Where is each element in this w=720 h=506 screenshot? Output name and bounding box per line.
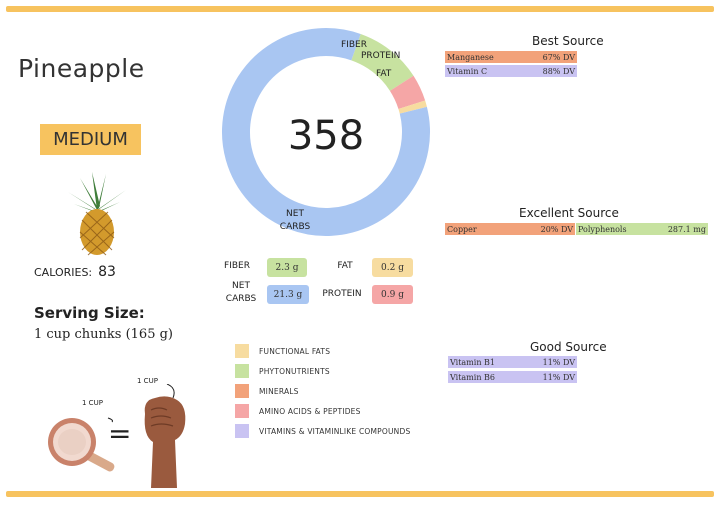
fiber-value: 2.3 g xyxy=(267,258,307,277)
food-title: Pineapple xyxy=(18,54,145,83)
legend-swatch xyxy=(235,424,249,438)
legend-item: AMINO ACIDS & PEPTIDES xyxy=(235,404,455,418)
excellent-source-row: Polyphenols 287.1 mg xyxy=(576,223,708,235)
donut-label-protein: PROTEIN xyxy=(361,51,400,61)
nutrient-value: 11% DV xyxy=(542,372,575,382)
size-badge: MEDIUM xyxy=(40,124,141,155)
legend-item: MINERALS xyxy=(235,384,455,398)
donut-label-net-2: CARBS xyxy=(280,222,311,232)
nutrient-value: 88% DV xyxy=(542,66,575,76)
donut-label-net-1: NET xyxy=(286,209,304,219)
top-accent-bar xyxy=(6,6,714,12)
donut-center-value: 358 xyxy=(288,113,364,159)
legend-label: PHYTONUTRIENTS xyxy=(259,366,330,376)
fat-value: 0.2 g xyxy=(372,258,413,277)
excellent-source-title: Excellent Source xyxy=(519,206,619,220)
donut-label-fat: FAT xyxy=(376,69,392,79)
net-carbs-label-1: NET xyxy=(232,281,250,291)
donut-label-fiber: FIBER xyxy=(341,40,367,50)
donut-segment-protein xyxy=(389,75,426,110)
protein-value: 0.9 g xyxy=(372,285,413,304)
calories-label: CALORIES: xyxy=(34,266,93,279)
legend-label: VITAMINS & VITAMINLIKE COMPOUNDS xyxy=(259,426,411,436)
calories-line: CALORIES: 83 xyxy=(34,264,116,280)
legend-swatch xyxy=(235,384,249,398)
best-source-row: Vitamin C 88% DV xyxy=(445,65,577,77)
fat-label: FAT xyxy=(337,261,353,271)
cup-label: 1 CUP xyxy=(82,399,103,407)
donut-segment-fiber xyxy=(350,33,414,92)
net-carbs-value: 21.3 g xyxy=(267,285,309,304)
bottom-accent-bar xyxy=(6,491,714,497)
calories-value: 83 xyxy=(98,264,116,280)
legend-label: MINERALS xyxy=(259,386,299,396)
nutrient-name: Copper xyxy=(447,224,477,234)
nutrient-value: 20% DV xyxy=(540,224,573,234)
fist-icon xyxy=(144,384,186,488)
best-source-row: Manganese 67% DV xyxy=(445,51,577,63)
fist-label: 1 CUP xyxy=(137,377,158,385)
legend-label: AMINO ACIDS & PEPTIDES xyxy=(259,406,361,416)
measuring-cup-icon xyxy=(48,417,115,472)
fiber-label: FIBER xyxy=(224,261,250,271)
legend-swatch xyxy=(235,404,249,418)
net-carbs-label: NET CARBS xyxy=(214,280,268,306)
macro-donut-chart: 358 FIBER PROTEIN FAT NET CARBS xyxy=(222,28,430,236)
legend-swatch xyxy=(235,344,249,358)
equals-sign: = xyxy=(108,417,132,450)
pineapple-image xyxy=(68,172,126,256)
good-source-row: Vitamin B6 11% DV xyxy=(448,371,577,383)
good-source-title: Good Source xyxy=(530,340,607,354)
nutrient-name: Vitamin B1 xyxy=(450,357,495,367)
legend-item: PHYTONUTRIENTS xyxy=(235,364,455,378)
donut-segment-net-carbs xyxy=(222,28,430,236)
nutrient-name: Manganese xyxy=(447,52,494,62)
legend-item: VITAMINS & VITAMINLIKE COMPOUNDS xyxy=(235,424,455,438)
legend-swatch xyxy=(235,364,249,378)
protein-label: PROTEIN xyxy=(322,289,362,299)
legend-item: FUNCTIONAL FATS xyxy=(235,344,455,358)
serving-size-title: Serving Size: xyxy=(34,304,145,322)
nutrient-name: Polyphenols xyxy=(578,224,627,234)
excellent-source-row: Copper 20% DV xyxy=(445,223,575,235)
serving-size-value: 1 cup chunks (165 g) xyxy=(34,327,174,342)
legend-label: FUNCTIONAL FATS xyxy=(259,346,331,356)
nutrient-value: 11% DV xyxy=(542,357,575,367)
net-carbs-label-2: CARBS xyxy=(225,294,257,304)
best-source-title: Best Source xyxy=(532,34,604,48)
good-source-row: Vitamin B1 11% DV xyxy=(448,356,577,368)
macro-grid: FIBER 2.3 g FAT 0.2 g NET CARBS 21.3 g P… xyxy=(214,256,424,308)
donut-segment-fat xyxy=(398,100,427,114)
nutrient-value: 287.1 mg xyxy=(667,224,706,234)
nutrient-value: 67% DV xyxy=(542,52,575,62)
nutrient-name: Vitamin B6 xyxy=(450,372,495,382)
nutrient-name: Vitamin C xyxy=(447,66,488,76)
